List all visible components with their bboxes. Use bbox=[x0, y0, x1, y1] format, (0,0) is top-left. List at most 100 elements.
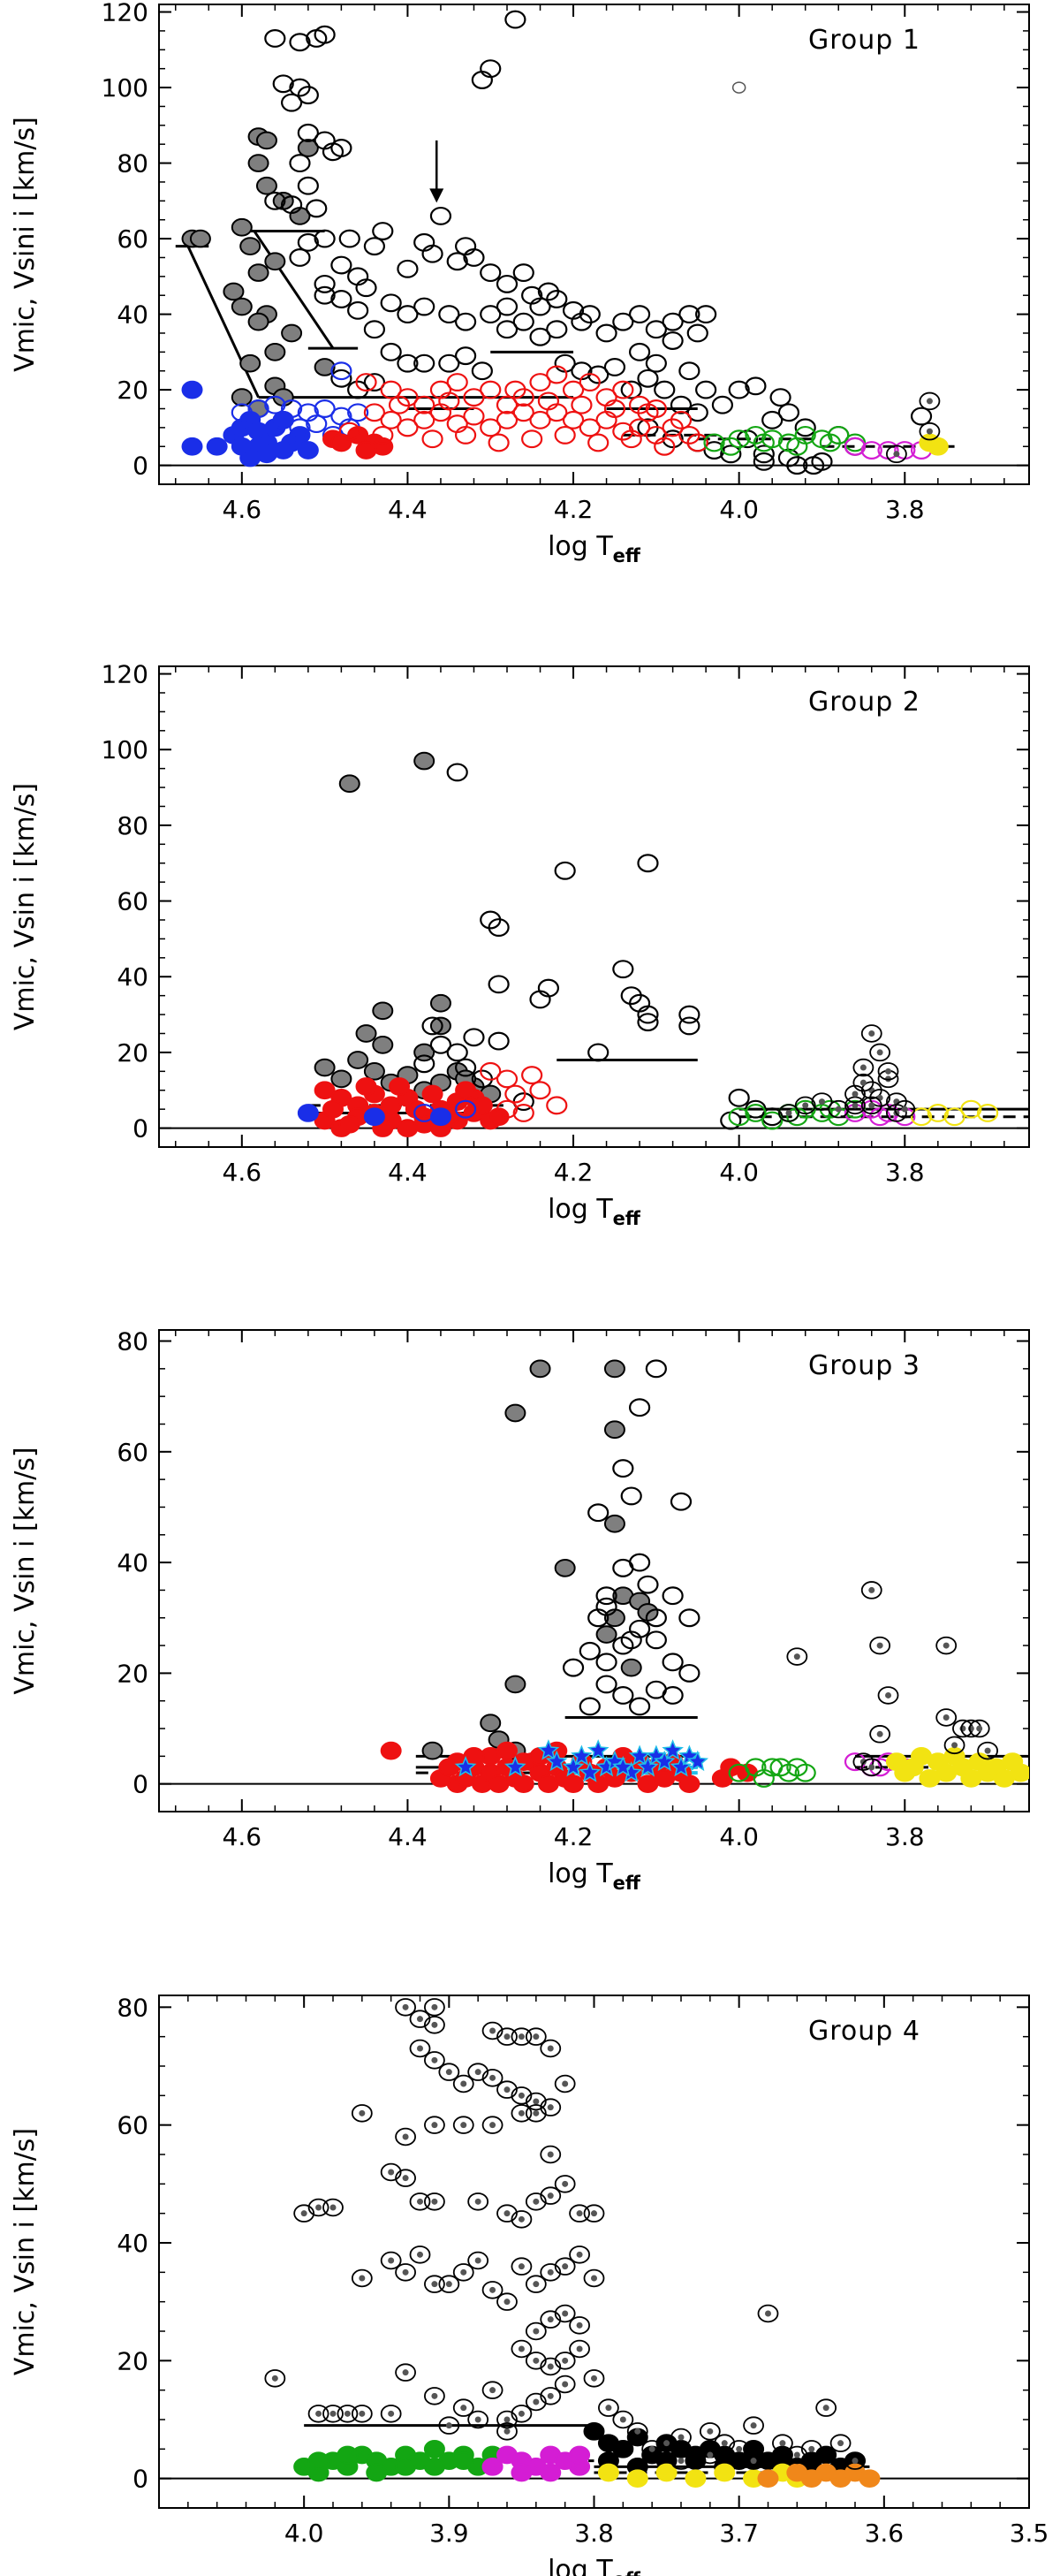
y-tick-label: 60 bbox=[117, 2111, 148, 2140]
data-point-dot-center bbox=[402, 2268, 409, 2276]
data-point-open bbox=[637, 1575, 659, 1594]
data-point-dotted bbox=[569, 2339, 590, 2359]
x-axis-label-main: log T bbox=[548, 531, 613, 562]
data-point-open bbox=[670, 410, 693, 429]
data-point-filled bbox=[281, 323, 303, 343]
data-point-dotted bbox=[935, 1708, 958, 1727]
data-point-dot-center bbox=[793, 2451, 800, 2458]
data-point-dot-center bbox=[707, 2451, 714, 2458]
data-point-open bbox=[794, 418, 816, 437]
data-point-dot-center bbox=[402, 2003, 409, 2010]
data-point-open bbox=[579, 373, 601, 392]
data-point-dot-center bbox=[460, 2080, 467, 2087]
data-point-open bbox=[372, 222, 394, 240]
data-point-open bbox=[280, 195, 303, 215]
data-point-star bbox=[562, 1755, 585, 1777]
data-point-filled bbox=[496, 1741, 518, 1760]
data-point-dot-center bbox=[591, 2375, 597, 2382]
data-point-open bbox=[678, 1005, 700, 1024]
data-point-filled bbox=[366, 2463, 388, 2482]
mean-line bbox=[253, 230, 335, 349]
data-point-open bbox=[397, 353, 419, 373]
data-point-dot-center bbox=[315, 2204, 322, 2211]
data-point-filled bbox=[355, 1077, 377, 1096]
data-point-open bbox=[496, 1069, 519, 1089]
x-axis-label-subscript: eff bbox=[613, 2569, 641, 2576]
data-point-dot-center bbox=[417, 2016, 423, 2023]
data-point-dotted bbox=[811, 1092, 833, 1111]
data-point-open bbox=[927, 1103, 949, 1122]
y-tick-label: 80 bbox=[117, 1993, 148, 2022]
data-point-open bbox=[496, 1099, 519, 1119]
data-point-open bbox=[645, 320, 667, 339]
data-point-open bbox=[637, 1013, 659, 1032]
data-point-open bbox=[769, 388, 791, 407]
data-point-dotted bbox=[641, 2440, 663, 2458]
data-point-dotted bbox=[525, 2192, 547, 2211]
data-point-filled bbox=[480, 1714, 502, 1733]
data-point-filled bbox=[372, 1035, 394, 1054]
data-point-filled bbox=[206, 437, 228, 456]
data-point-open bbox=[587, 1043, 610, 1062]
data-point-open bbox=[454, 346, 477, 366]
data-point-open bbox=[628, 1697, 651, 1716]
data-point-open bbox=[546, 320, 568, 339]
data-point-open bbox=[463, 1028, 485, 1047]
data-point-dotted bbox=[860, 1758, 882, 1777]
data-point-dot-center bbox=[388, 2257, 395, 2264]
data-point-dotted bbox=[438, 2416, 460, 2435]
data-point-star bbox=[653, 1750, 676, 1772]
data-point-dotted bbox=[395, 2363, 416, 2382]
data-point-open bbox=[662, 312, 684, 331]
data-point-open bbox=[844, 437, 867, 456]
data-point-open bbox=[421, 1016, 443, 1036]
data-point-open bbox=[637, 403, 659, 422]
panel-label: Group 1 bbox=[808, 25, 920, 56]
data-point-dot-center bbox=[489, 2074, 496, 2081]
data-point-open bbox=[678, 1608, 700, 1628]
data-point-open bbox=[480, 380, 502, 399]
x-axis-label: log Teff bbox=[548, 531, 641, 566]
data-point-open bbox=[537, 391, 560, 411]
y-axis-label: Vmic, Vsin i [km/s] bbox=[10, 783, 41, 1030]
data-point-filled bbox=[231, 217, 253, 237]
data-point-open bbox=[620, 380, 642, 399]
data-point-open bbox=[480, 263, 502, 283]
plot-frame bbox=[158, 1329, 1030, 1812]
data-point-open bbox=[753, 433, 775, 452]
data-point-filled bbox=[314, 1081, 336, 1100]
data-point-dot-center bbox=[329, 2204, 337, 2211]
data-point-dotted bbox=[828, 1099, 850, 1119]
data-point-dot-center bbox=[533, 2098, 540, 2105]
data-point-dotted bbox=[598, 2398, 619, 2417]
data-point-dot-center bbox=[388, 2410, 395, 2417]
data-point-dot-center bbox=[818, 1098, 825, 1106]
data-point-open bbox=[372, 425, 394, 445]
data-point-filled bbox=[322, 1099, 344, 1119]
data-point-open bbox=[620, 1486, 642, 1506]
x-tick-label: 4.4 bbox=[388, 1158, 428, 1187]
data-point-open bbox=[587, 433, 610, 452]
data-point-dotted bbox=[481, 2381, 504, 2399]
data-point-dotted bbox=[554, 2304, 576, 2323]
data-point-open bbox=[289, 154, 311, 173]
data-point-filled bbox=[554, 1559, 576, 1577]
data-point-open bbox=[388, 395, 411, 414]
data-point-dotted bbox=[525, 2321, 547, 2341]
data-point-dotted bbox=[467, 2251, 489, 2270]
data-point-dot-center bbox=[460, 2405, 467, 2412]
y-tick-label: 100 bbox=[102, 735, 148, 764]
data-point-dotted bbox=[481, 2021, 504, 2040]
data-point-dot-center bbox=[984, 1747, 991, 1754]
data-point-dotted bbox=[728, 2440, 750, 2458]
data-point-open bbox=[454, 1058, 477, 1077]
data-point-dot-center bbox=[474, 2257, 481, 2264]
data-point-dotted bbox=[968, 1719, 990, 1738]
data-point-open bbox=[546, 1096, 568, 1115]
data-point-filled bbox=[429, 993, 451, 1013]
data-point-dotted bbox=[935, 1636, 958, 1655]
data-point-open bbox=[612, 1685, 634, 1705]
y-tick-label: 0 bbox=[132, 1770, 148, 1799]
data-point-filled bbox=[337, 2445, 359, 2465]
data-point-star bbox=[571, 1744, 593, 1766]
